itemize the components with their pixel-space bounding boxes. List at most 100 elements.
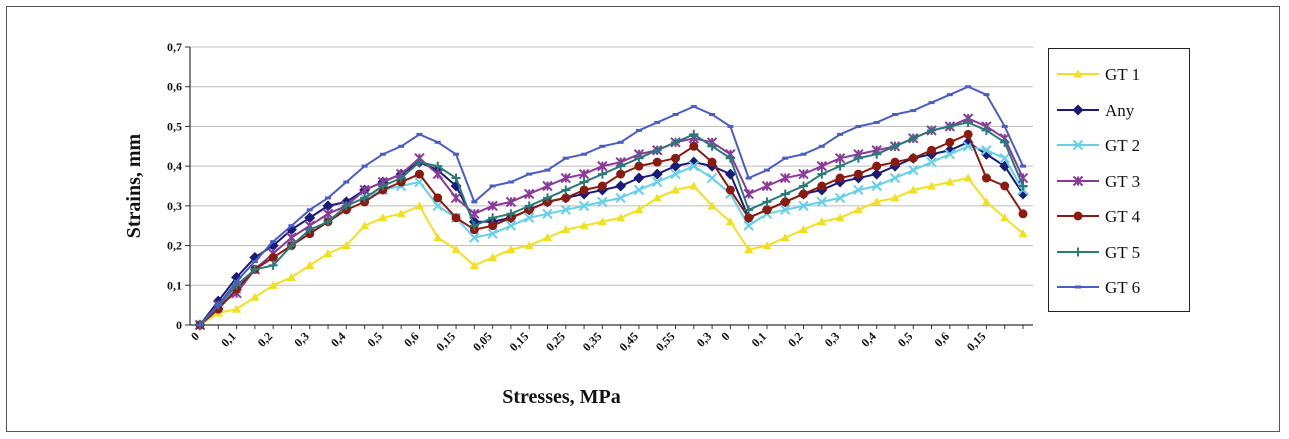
data-point-gt-1 bbox=[579, 221, 589, 230]
legend-swatch bbox=[1057, 69, 1099, 78]
x-axis-title: Stresses, MPa bbox=[502, 386, 621, 408]
data-point-gt-1 bbox=[725, 217, 735, 226]
data-point-gt-5 bbox=[524, 201, 534, 211]
data-point-gt-1 bbox=[268, 280, 278, 289]
data-point-gt-2 bbox=[853, 184, 864, 196]
data-point-any bbox=[688, 156, 700, 168]
data-point-gt-4 bbox=[634, 161, 644, 171]
data-point-gt-5 bbox=[853, 153, 863, 163]
data-point-gt-1 bbox=[652, 193, 662, 202]
data-point-gt-5 bbox=[488, 213, 498, 223]
data-point-gt-3 bbox=[743, 188, 754, 200]
data-point-gt-3 bbox=[523, 188, 535, 200]
data-point-gt-5 bbox=[872, 149, 882, 159]
data-point-gt-4 bbox=[927, 145, 937, 155]
legend-label: GT 3 bbox=[1105, 171, 1141, 191]
data-point-gt-4 bbox=[799, 189, 809, 199]
y-tick-label: 0 bbox=[176, 318, 182, 332]
y-tick-label: 0,1 bbox=[167, 278, 182, 292]
x-tick-label: 0,5 bbox=[895, 329, 916, 350]
data-point-gt-5 bbox=[927, 125, 937, 135]
data-point-gt-4 bbox=[817, 181, 827, 191]
x-tick-label: 0,55 bbox=[653, 329, 678, 354]
data-point-gt-4 bbox=[1000, 181, 1010, 191]
data-point-gt-4 bbox=[872, 161, 882, 171]
data-point-gt-5 bbox=[396, 173, 406, 183]
data-point-gt-2 bbox=[432, 200, 443, 212]
data-point-gt-3 bbox=[798, 168, 809, 180]
data-point-gt-5 bbox=[799, 181, 809, 191]
x-tick-label: 0,2 bbox=[255, 329, 276, 350]
data-point-gt-5 bbox=[378, 181, 388, 191]
data-point-gt-1 bbox=[762, 241, 772, 250]
y-tick-label: 0,5 bbox=[167, 119, 182, 133]
data-point-gt-5 bbox=[1018, 181, 1028, 191]
legend-marker bbox=[1073, 69, 1083, 78]
y-tick-label: 0,2 bbox=[167, 239, 182, 253]
data-point-any bbox=[615, 180, 627, 192]
data-point-gt-5 bbox=[908, 133, 918, 143]
data-point-gt-5 bbox=[597, 169, 607, 179]
data-point-gt-4 bbox=[725, 185, 735, 195]
data-point-gt-5 bbox=[835, 161, 845, 171]
series-line-gt-5 bbox=[199, 121, 1024, 326]
data-point-gt-1 bbox=[616, 213, 626, 222]
data-point-gt-1 bbox=[286, 272, 296, 281]
legend-item-gt-1: GT 1 bbox=[1057, 61, 1187, 91]
data-point-gt-1 bbox=[451, 245, 461, 254]
data-point-gt-4 bbox=[908, 153, 918, 163]
data-point-gt-1 bbox=[945, 177, 955, 186]
chart-legend: GT 1 Any GT 2 GT 3 GT 4 GT 5 GT 6 bbox=[1048, 48, 1190, 312]
data-point-gt-5 bbox=[561, 185, 571, 195]
data-point-gt-4 bbox=[597, 181, 607, 191]
legend-marker bbox=[1072, 104, 1084, 115]
data-point-gt-5 bbox=[945, 121, 955, 131]
data-point-gt-4 bbox=[762, 205, 772, 215]
legend-label: GT 2 bbox=[1105, 136, 1141, 155]
data-point-gt-1 bbox=[963, 173, 973, 182]
data-point-any bbox=[651, 168, 663, 180]
data-point-gt-4 bbox=[652, 157, 662, 167]
data-point-gt-1 bbox=[561, 225, 571, 234]
data-point-gt-2 bbox=[688, 160, 700, 172]
data-point-gt-5 bbox=[341, 201, 351, 211]
data-point-gt-2 bbox=[908, 164, 919, 176]
plot-area bbox=[190, 47, 1033, 325]
data-point-gt-4 bbox=[433, 193, 443, 203]
data-point-gt-2 bbox=[615, 192, 626, 204]
legend-marker bbox=[1072, 175, 1084, 186]
y-tick-label: 0,6 bbox=[167, 80, 182, 94]
data-point-gt-3 bbox=[322, 208, 334, 220]
x-tick-label: 0,2 bbox=[785, 329, 806, 350]
data-point-gt-5 bbox=[433, 161, 443, 171]
data-point-gt-1 bbox=[689, 181, 699, 190]
data-point-gt-4 bbox=[561, 193, 571, 203]
x-tick-label: 0,1 bbox=[749, 329, 770, 350]
data-point-gt-5 bbox=[506, 209, 516, 219]
legend-marker bbox=[1073, 247, 1083, 256]
data-point-gt-1 bbox=[396, 209, 406, 218]
x-tick-label: 0,4 bbox=[858, 329, 879, 350]
legend-item-any: Any bbox=[1057, 97, 1187, 127]
data-point-gt-5 bbox=[634, 153, 644, 163]
legend-marker bbox=[1072, 139, 1084, 151]
data-point-any bbox=[322, 200, 334, 212]
data-point-gt-5 bbox=[725, 153, 735, 163]
data-point-gt-2 bbox=[780, 204, 791, 216]
data-point-gt-5 bbox=[780, 189, 790, 199]
data-point-gt-1 bbox=[414, 201, 424, 210]
data-point-gt-1 bbox=[341, 241, 351, 250]
data-point-gt-1 bbox=[927, 181, 937, 190]
y-tick-label: 0,7 bbox=[167, 40, 182, 54]
legend-item-gt-6: GT 6 bbox=[1057, 274, 1187, 304]
series-line-gt-3 bbox=[199, 117, 1024, 326]
data-point-gt-1 bbox=[305, 260, 315, 270]
data-point-gt-3 bbox=[816, 160, 828, 172]
data-point-gt-2 bbox=[633, 184, 645, 196]
data-point-gt-3 bbox=[578, 168, 590, 180]
data-point-gt-3 bbox=[834, 152, 846, 164]
data-point-gt-1 bbox=[890, 193, 900, 202]
data-point-gt-3 bbox=[560, 172, 571, 184]
data-point-gt-5 bbox=[323, 217, 333, 227]
data-point-gt-2 bbox=[889, 172, 901, 184]
